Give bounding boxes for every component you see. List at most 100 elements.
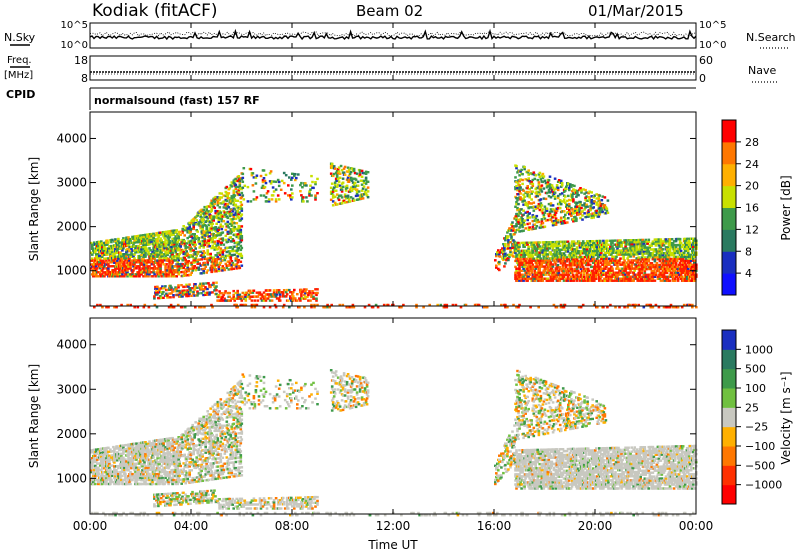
echo-cell	[561, 277, 565, 280]
echo-cell	[230, 195, 234, 198]
echo-cell	[235, 245, 239, 248]
echo-cell	[159, 294, 162, 298]
echo-cell	[215, 258, 218, 261]
echo-cell	[99, 244, 102, 247]
echo-cell	[534, 247, 537, 250]
echo-cell	[312, 295, 315, 298]
echo-cell	[309, 299, 312, 302]
echo-cell	[509, 250, 512, 254]
echo-cell	[558, 250, 562, 253]
echo-cell	[177, 284, 180, 287]
echo-cell	[129, 267, 132, 270]
echo-cell	[144, 255, 147, 258]
echo-cell	[92, 247, 95, 250]
echo-cell	[273, 293, 277, 296]
echo-cell	[130, 275, 133, 278]
echo-cell	[203, 239, 206, 243]
echo-cell	[351, 181, 355, 184]
echo-cell	[523, 219, 526, 222]
echo-cell	[189, 289, 192, 292]
echo-cell	[201, 263, 204, 267]
echo-cell	[281, 293, 285, 296]
echo-cell	[116, 249, 119, 253]
echo-cell	[164, 234, 167, 238]
echo-cell	[159, 265, 162, 268]
echo-cell	[180, 284, 183, 287]
echo-cell	[146, 273, 149, 276]
echo-cell	[114, 244, 117, 247]
echo-cell	[519, 259, 522, 262]
echo-cell	[213, 200, 216, 204]
echo-cell	[533, 279, 536, 282]
echo-cell	[217, 293, 220, 297]
echo-cell	[177, 232, 180, 236]
echo-cell	[220, 192, 224, 195]
echo-cell	[227, 250, 231, 253]
echo-cell	[177, 248, 180, 252]
echo-cell	[357, 174, 361, 178]
echo-cell	[184, 260, 187, 263]
echo-cell	[268, 289, 272, 292]
echo-cell	[523, 165, 526, 169]
echo-cell	[217, 267, 221, 271]
echo-cell	[498, 253, 501, 256]
echo-cell	[311, 290, 314, 293]
echo-cell	[542, 273, 546, 276]
echo-cell	[197, 237, 200, 240]
echo-cell	[517, 202, 520, 206]
echo-cell	[267, 198, 271, 201]
echo-cell	[572, 256, 576, 259]
echo-cell	[252, 289, 256, 292]
echo-cell	[556, 279, 560, 282]
echo-cell	[510, 223, 513, 226]
echo-cell	[119, 253, 122, 256]
echo-cell	[127, 247, 130, 251]
echo-cell	[214, 287, 217, 290]
echo-cell	[172, 245, 175, 248]
echo-cell	[338, 184, 342, 187]
echo-cell	[185, 294, 188, 298]
echo-cell	[284, 295, 288, 298]
echo-cell	[240, 217, 244, 220]
echo-cell	[551, 257, 555, 260]
echo-cell	[237, 242, 241, 246]
echo-cell	[151, 275, 154, 278]
echo-cell	[140, 249, 143, 253]
echo-cell	[187, 294, 190, 298]
echo-cell	[148, 273, 151, 276]
echo-cell	[192, 243, 195, 246]
echo-cell	[220, 196, 224, 199]
echo-cell	[504, 252, 507, 255]
echo-cell	[244, 293, 248, 296]
echo-cell	[331, 174, 335, 178]
echo-cell	[195, 229, 198, 232]
echo-cell	[206, 253, 209, 256]
echo-cell	[314, 288, 317, 291]
echo-cell	[552, 271, 556, 274]
echo-cell	[148, 269, 151, 272]
echo-cell	[235, 222, 239, 225]
echo-cell	[182, 250, 185, 254]
echo-cell	[160, 291, 163, 294]
echo-cell	[563, 262, 567, 265]
echo-cell	[507, 258, 510, 262]
echo-cell	[262, 177, 266, 180]
echo-cell	[233, 226, 237, 229]
freq-tick-high: 18	[74, 54, 88, 67]
echo-cell	[222, 210, 226, 213]
echo-cell	[231, 253, 235, 257]
echo-cell	[192, 292, 195, 295]
echo-cell	[335, 203, 339, 206]
echo-cell	[234, 211, 238, 214]
echo-cell	[346, 176, 350, 179]
echo-cell	[212, 233, 215, 236]
echo-cell	[154, 249, 157, 253]
echo-cell	[239, 252, 243, 256]
echo-cell	[294, 297, 297, 300]
echo-cell	[343, 165, 347, 169]
echo-cell	[258, 291, 262, 294]
echo-cell	[233, 194, 237, 197]
echo-cell	[139, 242, 142, 246]
echo-cell	[289, 194, 292, 197]
echo-cell	[278, 299, 282, 302]
